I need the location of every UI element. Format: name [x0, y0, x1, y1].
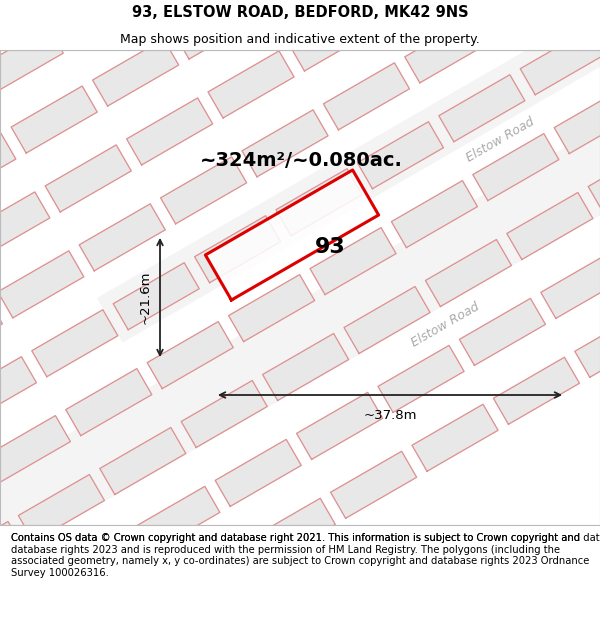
- Text: Contains OS data © Crown copyright and database right 2021. This information is : Contains OS data © Crown copyright and d…: [11, 533, 600, 543]
- Polygon shape: [541, 251, 600, 318]
- Polygon shape: [378, 346, 464, 413]
- Polygon shape: [575, 310, 600, 378]
- Polygon shape: [0, 581, 57, 625]
- Polygon shape: [371, 0, 457, 24]
- Polygon shape: [460, 298, 545, 366]
- Polygon shape: [358, 122, 443, 189]
- Polygon shape: [92, 39, 179, 106]
- Polygon shape: [0, 521, 23, 589]
- Polygon shape: [32, 310, 118, 377]
- Polygon shape: [0, 298, 2, 365]
- Polygon shape: [98, 0, 600, 342]
- Polygon shape: [59, 0, 145, 47]
- Polygon shape: [0, 357, 37, 424]
- Polygon shape: [331, 451, 416, 518]
- Text: ~21.6m: ~21.6m: [139, 271, 152, 324]
- Polygon shape: [181, 381, 267, 448]
- Polygon shape: [168, 545, 254, 612]
- Text: Elstow Road: Elstow Road: [464, 115, 536, 165]
- Polygon shape: [323, 63, 409, 130]
- Polygon shape: [194, 216, 281, 282]
- Polygon shape: [174, 0, 260, 59]
- Polygon shape: [79, 204, 165, 271]
- Polygon shape: [289, 4, 376, 71]
- Polygon shape: [554, 87, 600, 154]
- Polygon shape: [0, 27, 63, 94]
- Polygon shape: [520, 28, 600, 95]
- Polygon shape: [249, 498, 335, 565]
- Polygon shape: [473, 134, 559, 201]
- Polygon shape: [486, 0, 572, 36]
- Polygon shape: [0, 133, 16, 200]
- Text: Map shows position and indicative extent of the property.: Map shows position and indicative extent…: [120, 32, 480, 46]
- Polygon shape: [0, 192, 50, 259]
- Text: Elstow Road: Elstow Road: [409, 300, 481, 350]
- Polygon shape: [588, 146, 600, 212]
- Polygon shape: [405, 16, 491, 83]
- Polygon shape: [263, 334, 349, 401]
- Polygon shape: [256, 0, 341, 12]
- Polygon shape: [134, 486, 220, 553]
- Polygon shape: [161, 157, 247, 224]
- Polygon shape: [127, 98, 212, 165]
- Polygon shape: [493, 357, 580, 424]
- Polygon shape: [52, 533, 139, 601]
- Polygon shape: [0, 0, 600, 588]
- Polygon shape: [215, 439, 301, 506]
- Polygon shape: [0, 416, 70, 482]
- Polygon shape: [425, 239, 511, 306]
- Polygon shape: [507, 192, 593, 259]
- Text: 93: 93: [314, 237, 346, 257]
- Polygon shape: [391, 181, 478, 248]
- Polygon shape: [100, 428, 186, 494]
- Polygon shape: [113, 262, 199, 330]
- Polygon shape: [205, 170, 379, 300]
- Polygon shape: [344, 286, 430, 354]
- Polygon shape: [208, 51, 294, 118]
- Text: 93, ELSTOW ROAD, BEDFORD, MK42 9NS: 93, ELSTOW ROAD, BEDFORD, MK42 9NS: [131, 5, 469, 20]
- Polygon shape: [19, 474, 104, 541]
- Polygon shape: [66, 369, 152, 436]
- Polygon shape: [242, 110, 328, 177]
- Polygon shape: [0, 251, 84, 318]
- Polygon shape: [310, 228, 396, 294]
- Polygon shape: [276, 169, 362, 236]
- Polygon shape: [412, 404, 498, 471]
- Polygon shape: [45, 145, 131, 212]
- Polygon shape: [147, 322, 233, 389]
- Polygon shape: [296, 392, 383, 459]
- Polygon shape: [11, 86, 97, 153]
- Text: ~324m²/~0.080ac.: ~324m²/~0.080ac.: [200, 151, 403, 169]
- Text: Contains OS data © Crown copyright and database right 2021. This information is : Contains OS data © Crown copyright and d…: [11, 533, 589, 578]
- Text: ~37.8m: ~37.8m: [363, 409, 417, 422]
- Polygon shape: [229, 274, 314, 342]
- Polygon shape: [439, 75, 525, 142]
- Polygon shape: [0, 0, 29, 35]
